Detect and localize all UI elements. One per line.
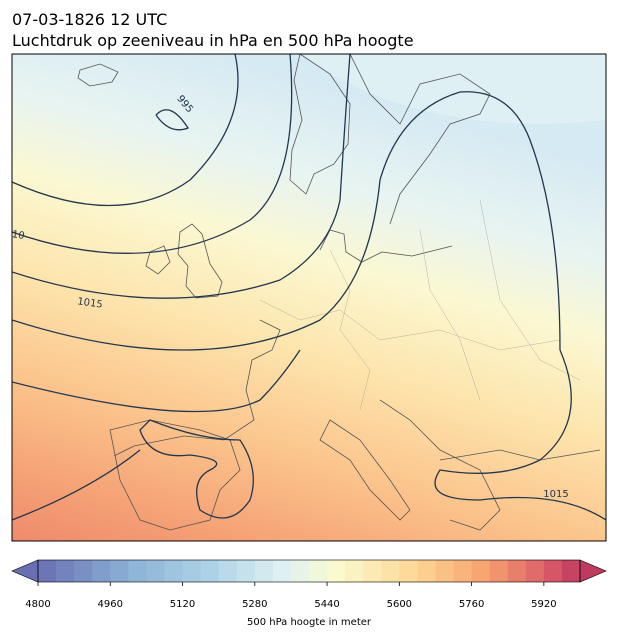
colorbar-tick-label: 5600 [387, 599, 412, 610]
colorbar-band [164, 560, 184, 582]
colorbar-band [543, 560, 563, 582]
height-field [12, 54, 606, 541]
map-frame [11, 53, 607, 542]
colorbar-band [489, 560, 509, 582]
colorbar-band [309, 560, 328, 582]
colorbar-extend [11, 559, 39, 583]
colorbar-tick-label: 4960 [98, 599, 123, 610]
colorbar-tick-label: 4800 [25, 599, 50, 610]
colorbar-band [363, 560, 382, 582]
colorbar-band [345, 560, 364, 582]
colorbar-band [272, 560, 292, 582]
colorbar-extend [579, 559, 607, 583]
contour-label: 1010 [0, 227, 25, 242]
colorbar-band [182, 560, 202, 582]
colorbar-band [200, 560, 220, 582]
colorbar-band [471, 560, 491, 582]
contour-label: 1015 [77, 296, 104, 310]
colorbar-band [290, 560, 310, 582]
colorbar-band [327, 560, 346, 582]
colorbar-band [56, 560, 75, 582]
colorbar-tick-label: 5280 [242, 599, 267, 610]
colorbar-band [74, 560, 93, 582]
colorbar-band [417, 560, 436, 582]
colorbar-label: 500 hPa hoogte in meter [247, 617, 372, 628]
colorbar-frame [37, 559, 581, 583]
colorbar-tick-label: 5120 [170, 599, 195, 610]
colorbar-band [92, 560, 111, 582]
contour-label: 1015 [543, 489, 568, 500]
colorbar-band [453, 560, 473, 582]
colorbar-band [236, 560, 256, 582]
colorbar-tick-label: 5440 [314, 599, 339, 610]
colorbar-tick-label: 5760 [459, 599, 484, 610]
colorbar-band [435, 560, 455, 582]
colorbar-band [525, 560, 545, 582]
colorbar-band [561, 560, 581, 582]
colorbar-band [381, 560, 400, 582]
colorbar-band [507, 560, 527, 582]
map: 995 1010 1015 1015 [0, 54, 606, 541]
colorbar-band [146, 560, 165, 582]
title: 07-03-1826 12 UTC [12, 10, 167, 29]
isobars [12, 54, 606, 521]
colorbar-band [218, 560, 238, 582]
colorbar: 4800 4960 5120 5280 5440 5600 5760 5920 [11, 559, 607, 610]
colorbar-tick-label: 5920 [531, 599, 556, 610]
height-field [300, 54, 606, 124]
borders [259, 199, 581, 411]
subtitle: Luchtdruk op zeeniveau in hPa en 500 hPa… [12, 31, 414, 50]
colorbar-band [128, 560, 147, 582]
colorbar-band [254, 560, 274, 582]
colorbar-band [399, 560, 418, 582]
colorbar-band [110, 560, 129, 582]
colorbar-band [38, 560, 57, 582]
